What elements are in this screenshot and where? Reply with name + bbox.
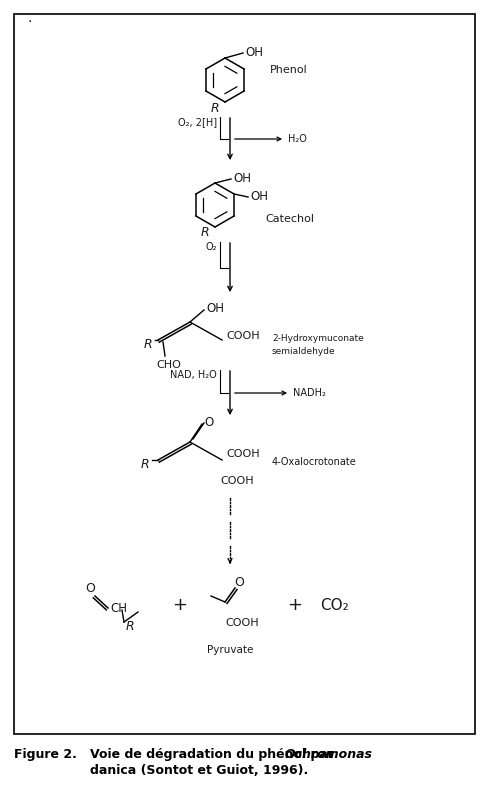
Text: NADH₂: NADH₂ (292, 388, 325, 398)
Text: R: R (143, 338, 152, 351)
Text: ·: · (28, 15, 32, 29)
Text: R: R (210, 101, 219, 114)
Text: OH: OH (249, 189, 267, 203)
Text: danica (Sontot et Guiot, 1996).: danica (Sontot et Guiot, 1996). (90, 764, 307, 777)
Text: COOH: COOH (224, 618, 258, 628)
Text: O: O (85, 582, 95, 595)
Text: O: O (203, 416, 213, 429)
Text: CHO: CHO (156, 360, 181, 370)
Text: OH: OH (232, 172, 250, 184)
Text: O: O (234, 575, 244, 588)
Text: 2-Hydroxymuconate
semialdehyde: 2-Hydroxymuconate semialdehyde (271, 334, 363, 356)
Text: +: + (287, 596, 302, 614)
Text: OH: OH (244, 45, 263, 58)
Text: R: R (125, 619, 134, 633)
Text: R: R (141, 459, 149, 472)
Text: COOH: COOH (220, 476, 253, 486)
Text: OH: OH (205, 302, 224, 314)
Text: COOH: COOH (225, 449, 259, 459)
Text: Figure 2.: Figure 2. (14, 748, 77, 761)
Text: R: R (200, 227, 208, 239)
Text: Voie de dégradation du phénol par: Voie de dégradation du phénol par (90, 748, 338, 761)
Text: COOH: COOH (225, 331, 259, 341)
Text: NAD, H₂O: NAD, H₂O (170, 370, 217, 380)
Text: CO₂: CO₂ (319, 598, 348, 613)
Text: Phenol: Phenol (269, 65, 307, 75)
Text: Catechol: Catechol (264, 214, 313, 224)
Text: O₂, 2[H]: O₂, 2[H] (178, 117, 217, 127)
Text: H₂O: H₂O (287, 134, 306, 144)
Text: Ochromonas: Ochromonas (285, 748, 372, 761)
Text: 4-Oxalocrotonate: 4-Oxalocrotonate (271, 457, 356, 467)
Text: +: + (172, 596, 187, 614)
Text: O₂: O₂ (205, 242, 217, 252)
Text: Pyruvate: Pyruvate (206, 645, 253, 655)
Text: CH: CH (110, 602, 127, 614)
